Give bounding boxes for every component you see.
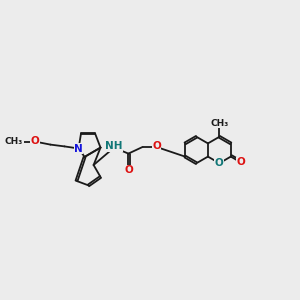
Text: N: N: [74, 143, 83, 154]
Text: O: O: [31, 136, 40, 146]
Text: O: O: [152, 140, 161, 151]
Text: O: O: [124, 165, 133, 175]
Text: O: O: [236, 157, 245, 167]
Text: CH₃: CH₃: [211, 118, 229, 127]
Text: CH₃: CH₃: [5, 136, 23, 146]
Text: NH: NH: [105, 141, 122, 151]
Text: O: O: [215, 158, 224, 168]
